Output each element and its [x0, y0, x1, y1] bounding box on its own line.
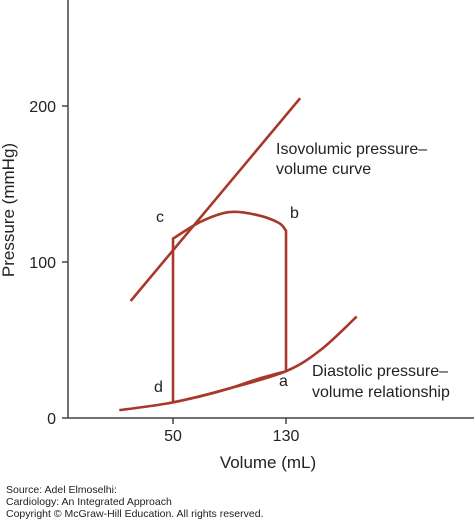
point-label-d: d — [154, 379, 163, 396]
y-axis-title: Pressure (mmHg) — [0, 143, 18, 277]
diastolic-annotation-line1: Diastolic pressure– — [312, 363, 448, 380]
y-axis-ticks: 0 100 200 — [29, 99, 68, 428]
credit-line-book: Cardiology: An Integrated Approach — [6, 496, 172, 508]
source-credit: Source: Adel Elmoselhi: Cardiology: An I… — [6, 484, 264, 520]
isovolumic-annotation-line1: Isovolumic pressure– — [276, 141, 427, 158]
point-label-c: c — [156, 209, 164, 226]
isovolumic-annotation-line2: volume curve — [276, 161, 371, 178]
credit-line-copyright: Copyright © McGraw-Hill Education. All r… — [6, 508, 264, 520]
x-axis-ticks: 50 130 — [164, 418, 299, 445]
y-tick-label: 0 — [47, 411, 56, 428]
diastolic-curve — [119, 315, 358, 412]
pressure-volume-chart: 0 100 200 50 130 Pressure (mmHg) Volume (mL… — [0, 0, 474, 472]
isovolumic-line — [129, 97, 302, 302]
diastolic-annotation-line2: volume relationship — [312, 384, 450, 401]
credit-line-source: Source: Adel Elmoselhi: — [6, 484, 117, 496]
series-layer — [119, 97, 358, 412]
x-tick-label: 130 — [273, 428, 300, 445]
y-tick-label: 200 — [29, 99, 56, 116]
point-label-b: b — [290, 205, 299, 222]
x-axis-title: Volume (mL) — [220, 453, 316, 472]
point-label-a: a — [279, 373, 288, 390]
y-tick-label: 100 — [29, 255, 56, 272]
pv-loop — [171, 210, 288, 404]
x-tick-label: 50 — [164, 428, 182, 445]
